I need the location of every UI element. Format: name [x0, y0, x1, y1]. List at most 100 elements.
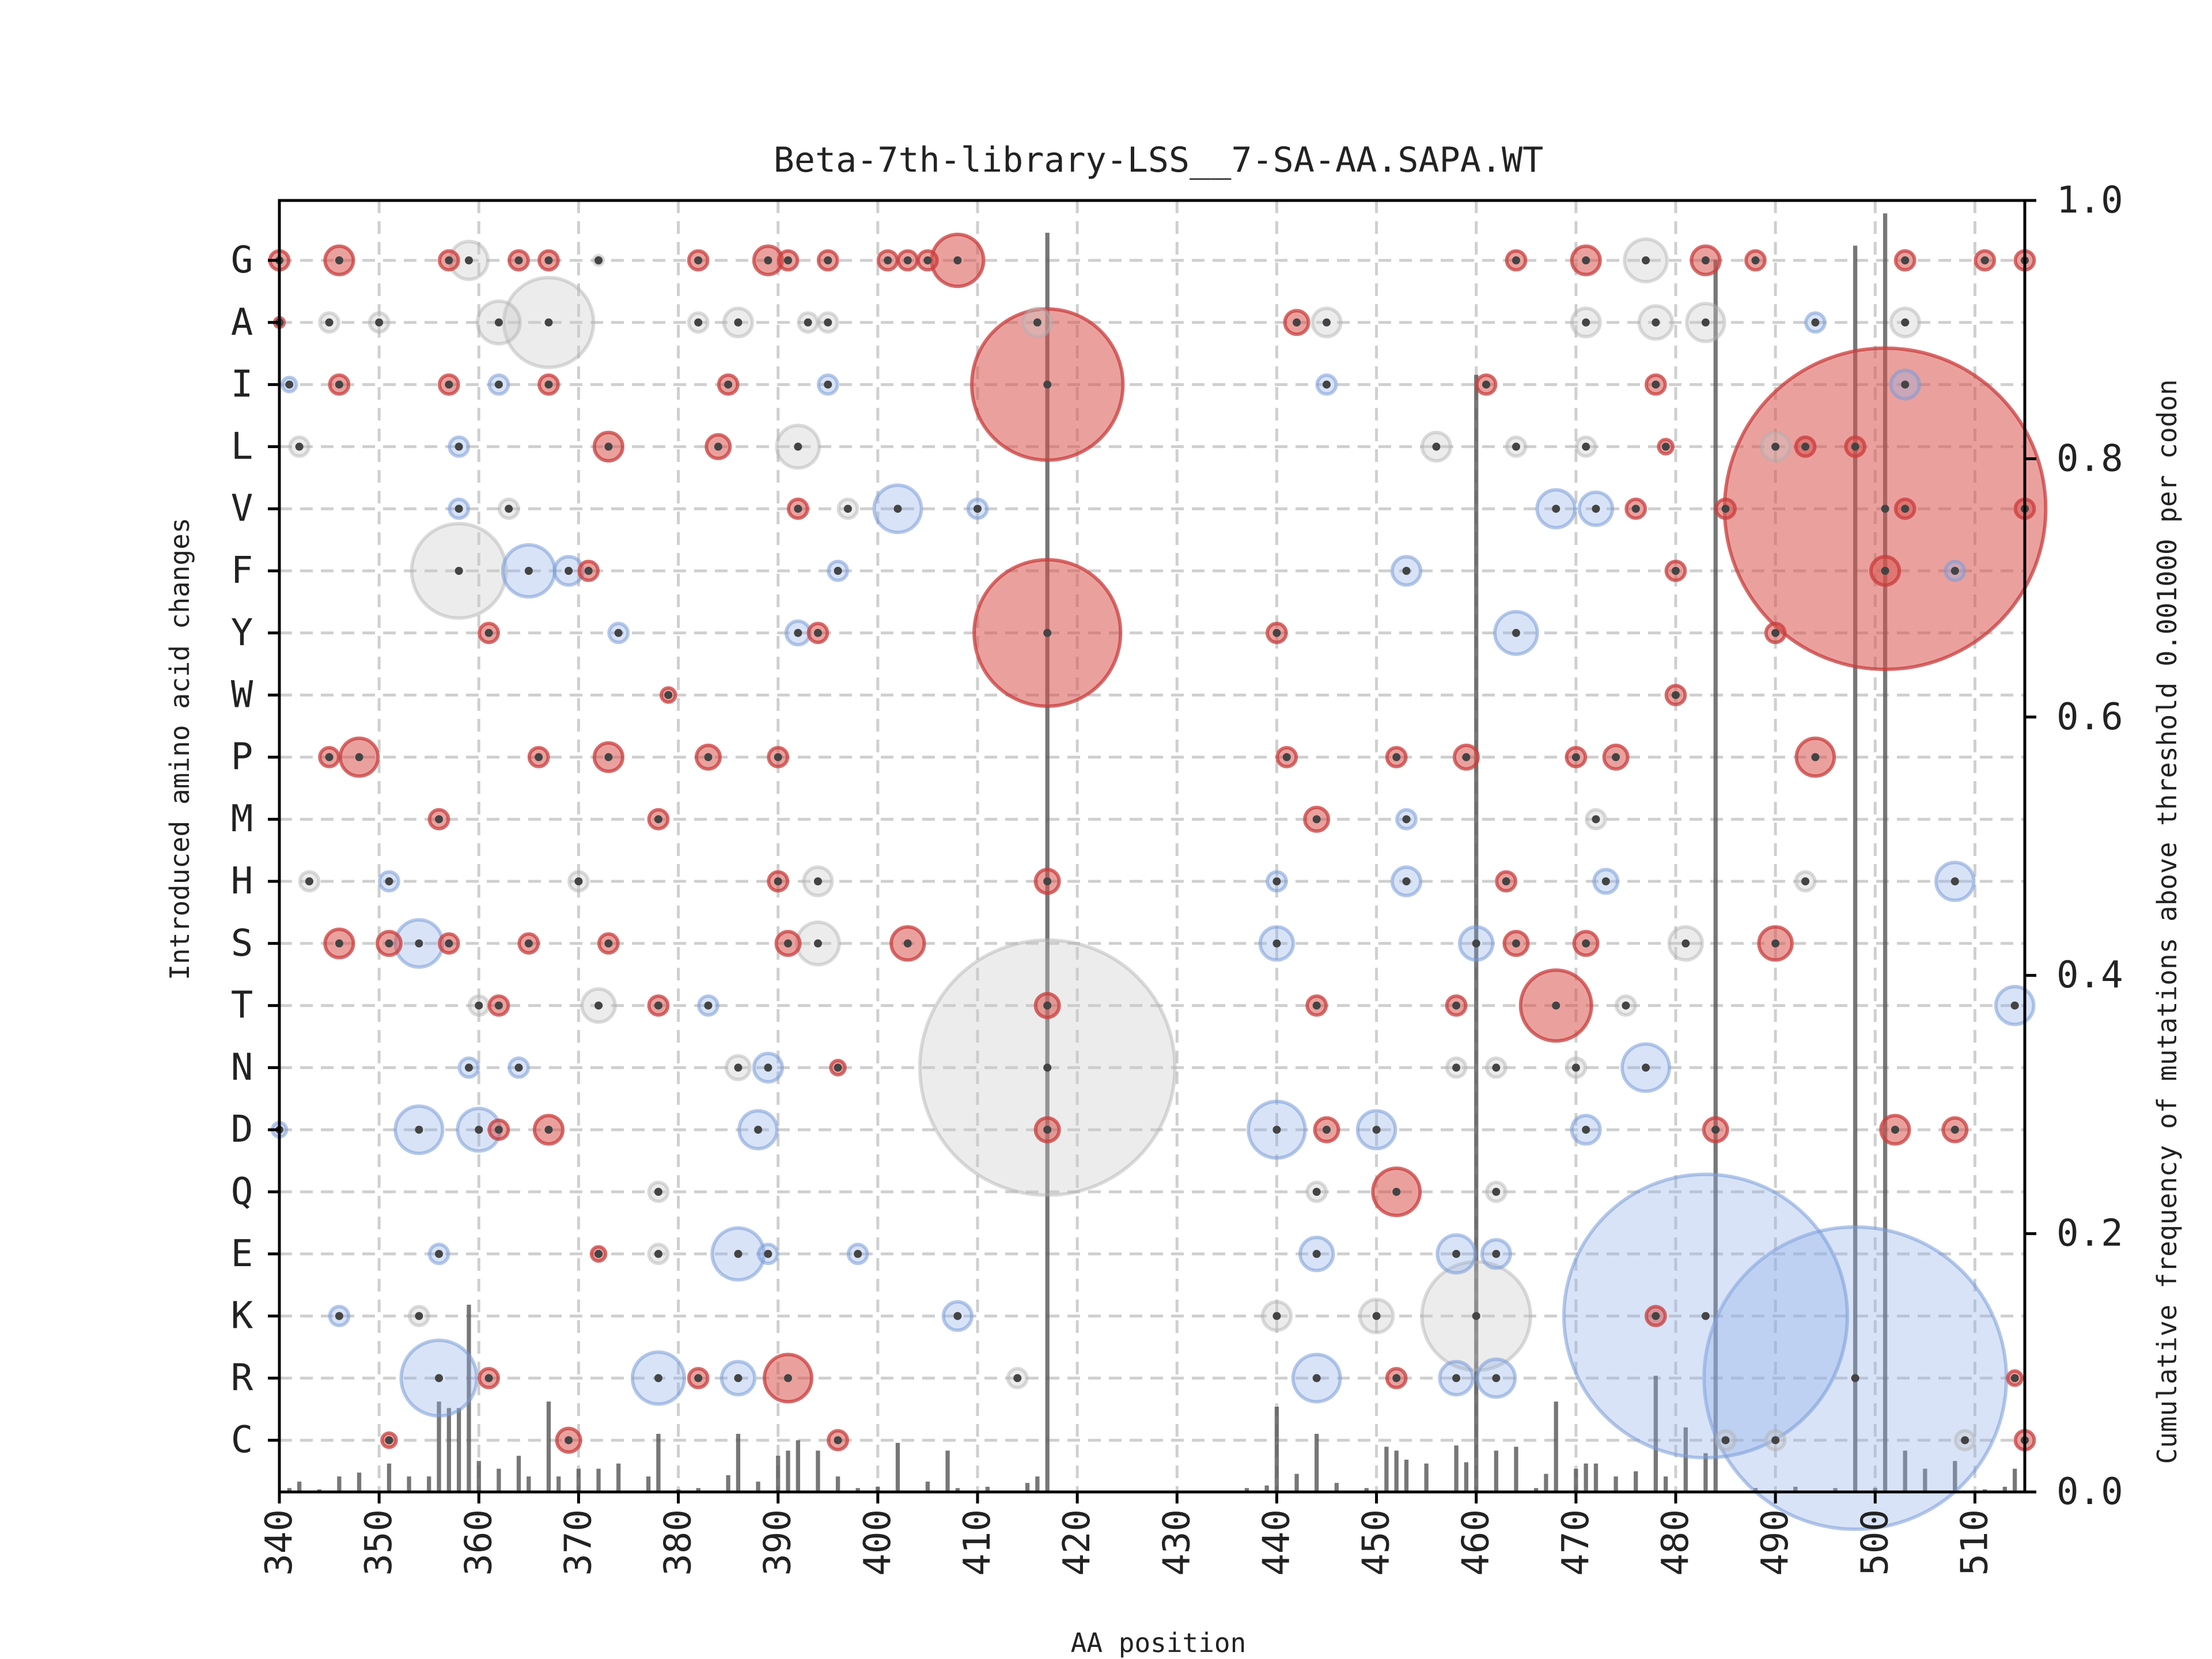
bubble-center-dot [544, 380, 553, 389]
bubble-center-dot [694, 318, 703, 327]
x-tick-label: 370 [557, 1509, 600, 1576]
frequency-bar [1653, 1376, 1658, 1492]
frequency-bar [1315, 1434, 1319, 1492]
frequency-bar [646, 1476, 651, 1492]
bubble-center-dot [295, 442, 304, 451]
bubble-center-dot [524, 567, 533, 575]
bubble-center-dot [1881, 567, 1889, 575]
bubble-center-dot [974, 505, 982, 513]
bubble-center-dot [1811, 318, 1820, 327]
bubble-center-dot [505, 505, 513, 513]
bubble-center-dot [415, 1312, 423, 1320]
frequency-bar [1554, 1402, 1558, 1492]
frequency-bar [1683, 1427, 1688, 1492]
frequency-bar [1244, 1488, 1249, 1492]
bubble-center-dot [325, 753, 334, 762]
y-tick-label: C [231, 1419, 253, 1461]
y-tick-label: Y [231, 612, 253, 654]
frequency-bar [1923, 1468, 1927, 1492]
bubble-center-dot [953, 1312, 962, 1320]
bubble-center-dot [1771, 442, 1780, 451]
bubble-center-dot [1622, 1001, 1630, 1010]
bubble-center-dot [784, 256, 793, 264]
frequency-bar [1873, 1488, 1877, 1492]
bubble-center-dot [1512, 939, 1520, 948]
bubble-center-dot [385, 1436, 393, 1445]
y-tick-label: W [231, 674, 253, 717]
bubble-center-dot [1552, 505, 1560, 513]
y2-tick-label: 0.6 [2056, 696, 2123, 738]
x-axis-ticks: 340 350 360 370 380 390 400 410 420 430 440 450 460 4… [258, 1492, 1996, 1576]
bubble-center-dot [824, 256, 832, 264]
bubble-center-dot [514, 1063, 523, 1072]
y2-tick-label: 0.4 [2056, 954, 2123, 997]
bubble-center-dot [415, 939, 423, 948]
bubble-center-dot [1312, 1188, 1321, 1196]
bubble-center-dot [1272, 939, 1281, 948]
bubble-center-dot [445, 939, 453, 948]
bubble-center-dot [1512, 442, 1520, 451]
bubble-center-dot [565, 1436, 573, 1445]
bubble-center-dot [1492, 1374, 1501, 1382]
frequency-bar [616, 1463, 621, 1492]
bubble-center-dot [1402, 815, 1411, 824]
bubble-center-dot [1771, 939, 1780, 948]
bubble-center-dot [464, 256, 473, 264]
bubble-center-dot [594, 256, 603, 264]
bubble-center-dot [604, 939, 613, 948]
x-tick-label: 400 [857, 1509, 899, 1576]
frequency-bar [576, 1468, 581, 1492]
frequency-bar [786, 1450, 790, 1492]
frequency-bar [297, 1482, 302, 1492]
bubble-center-dot [375, 318, 384, 327]
bubble-center-dot [1013, 1374, 1022, 1382]
frequency-bar [1494, 1450, 1498, 1492]
bubble-center-dot [1901, 318, 1910, 327]
bubble-center-dot [445, 380, 453, 389]
bubble-center-dot [1043, 380, 1052, 389]
bubble-center-dot [694, 256, 703, 264]
frequency-bar [546, 1402, 551, 1492]
bubble-center-dot [1392, 753, 1401, 762]
x-tick-label: 480 [1654, 1509, 1697, 1576]
bubble-center-dot [335, 1312, 343, 1320]
y-tick-label: A [231, 301, 253, 344]
frequency-bar [497, 1468, 501, 1492]
y-tick-label: G [231, 239, 253, 282]
frequency-bar [1394, 1450, 1399, 1492]
frequency-bar [1713, 260, 1718, 1492]
x-tick-label: 450 [1355, 1509, 1398, 1576]
y2-tick-label: 0.2 [2056, 1213, 2123, 1255]
bubble-center-dot [774, 753, 782, 762]
bubble-center-dot [654, 1188, 662, 1196]
bubble-center-dot [1312, 1374, 1321, 1382]
bubble-center-dot [734, 1063, 743, 1072]
bubble-center-dot [514, 256, 523, 264]
y-tick-label: P [231, 736, 253, 778]
bubble-center-dot [1392, 1188, 1401, 1196]
bubble-center-dot [704, 1001, 713, 1010]
bubble-center-dot [494, 318, 503, 327]
x-tick-label: 360 [457, 1509, 500, 1576]
bubble-center-dot [1452, 1374, 1461, 1382]
frequency-bar [1424, 1463, 1429, 1492]
bubble-center-dot [1462, 753, 1471, 762]
bubble-center-dot [445, 256, 453, 264]
y2-tick-label: 1.0 [2056, 179, 2123, 222]
bubble-center-dot [1901, 380, 1910, 389]
bubble-center-dot [584, 567, 593, 575]
bubble-center-dot [1043, 1063, 1052, 1072]
bubble-center-dot [1492, 1249, 1501, 1258]
bubble-center-dot [1652, 380, 1660, 389]
y-tick-label: L [231, 425, 253, 468]
bubble-center-dot [1043, 1001, 1052, 1010]
y-tick-label: V [231, 487, 253, 530]
frequency-bar [1593, 1463, 1599, 1492]
frequency-bar [736, 1434, 741, 1492]
bubble-center-dot [1681, 939, 1690, 948]
frequency-bar [437, 1402, 441, 1492]
bubble-center-dot [1592, 815, 1600, 824]
bubble-center-dot [454, 567, 463, 575]
frequency-bar [2013, 1468, 2017, 1492]
y-tick-label: N [231, 1046, 253, 1089]
